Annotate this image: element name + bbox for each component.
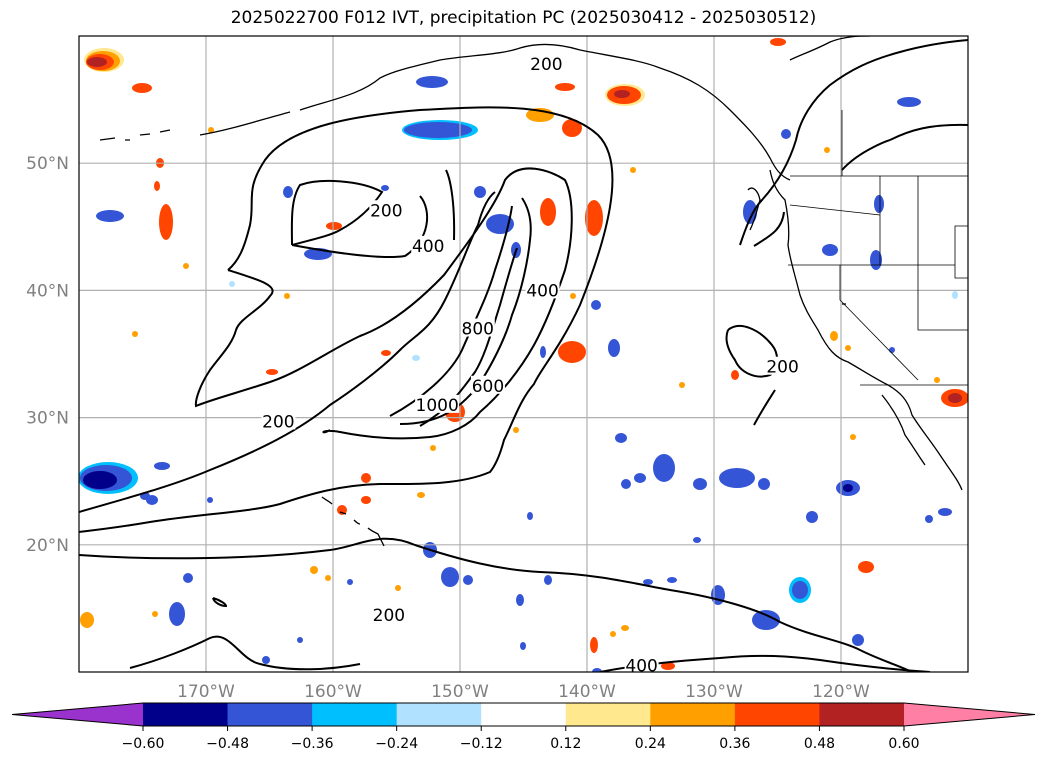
lon-tick-label: 140°W (558, 682, 616, 702)
colorbar-segment (734, 703, 820, 726)
colorbar-tick-label: 0.12 (550, 736, 581, 752)
contour-label: 200 (373, 606, 405, 626)
colorbar-tick-label: −0.24 (375, 736, 418, 752)
colorbar-segment (227, 703, 313, 726)
colorbar-segment (481, 703, 567, 726)
contour-label-bg (470, 375, 505, 394)
map-title: 2025022700 F012 IVT, precipitation PC (2… (230, 8, 817, 28)
colorbar-extend-high (904, 703, 1035, 726)
colorbar-tick-label: −0.48 (206, 736, 249, 752)
colorbar-tick-label: −0.60 (122, 736, 165, 752)
contour-label: 1000 (416, 396, 459, 416)
colorbar-segment (565, 703, 651, 726)
lat-tick-label: 50°N (26, 154, 69, 174)
ivt-contour-labels: 200 200 400 800 400 600 1000 200 200 200 400 (261, 53, 800, 677)
contour-label-bg (371, 604, 406, 623)
contour-label: 200 (370, 201, 402, 221)
colorbar-segment (396, 703, 482, 726)
contour-label-bg (525, 280, 560, 299)
lon-tick-label: 150°W (431, 682, 489, 702)
coastlines (99, 36, 963, 547)
colorbar: −0.60 −0.48 −0.36 −0.24 −0.12 0.12 0.24 0.36 0.4… (11, 702, 1036, 752)
axis-tick-labels: 50°N 40°N 30°N 20°N 170°W 160°W 150°W 140°W 130°… (26, 154, 870, 702)
colorbar-tick-label: −0.36 (291, 736, 334, 752)
colorbar-segment (143, 703, 229, 726)
contour-label: 200 (766, 358, 798, 378)
contour-label-bg (411, 235, 446, 254)
colorbar-segment (312, 703, 398, 726)
ivt-contours (79, 39, 968, 672)
colorbar-segment (650, 703, 736, 726)
colorbar-tick-label: 0.36 (719, 736, 750, 752)
colorbar-tick-label: −0.12 (460, 736, 503, 752)
contour-label-bg (529, 53, 564, 72)
contour-label: 800 (462, 320, 494, 340)
contour-label-bg (624, 655, 659, 674)
lon-tick-label: 120°W (812, 682, 870, 702)
contour-label-bg (369, 200, 404, 219)
colorbar-tick-label: 0.48 (804, 736, 835, 752)
lon-tick-label: 170°W (177, 682, 235, 702)
contour-label: 200 (530, 55, 562, 75)
colorbar-segment (819, 703, 905, 726)
map-frame (78, 35, 969, 673)
lon-tick-label: 160°W (304, 682, 362, 702)
contour-label: 400 (625, 657, 657, 677)
colorbar-extend-low (12, 703, 143, 726)
lat-tick-label: 30°N (26, 409, 69, 429)
lat-tick-label: 40°N (26, 281, 69, 301)
contour-label-bg (460, 318, 495, 337)
contour-label-bg (765, 356, 800, 375)
contour-label: 600 (472, 377, 504, 397)
map-gridlines (79, 36, 968, 672)
colorbar-tick-label: 0.60 (888, 736, 919, 752)
precipitation-pc-patches (79, 38, 968, 672)
contour-label-bg (261, 411, 296, 430)
contour-label: 400 (412, 237, 444, 257)
contour-label-bg (415, 394, 460, 413)
contour-label: 400 (526, 281, 558, 301)
lat-tick-label: 20°N (26, 536, 69, 556)
lon-tick-label: 130°W (685, 682, 743, 702)
colorbar-tick-label: 0.24 (635, 736, 666, 752)
contour-label: 200 (262, 412, 294, 432)
borders (788, 110, 968, 386)
